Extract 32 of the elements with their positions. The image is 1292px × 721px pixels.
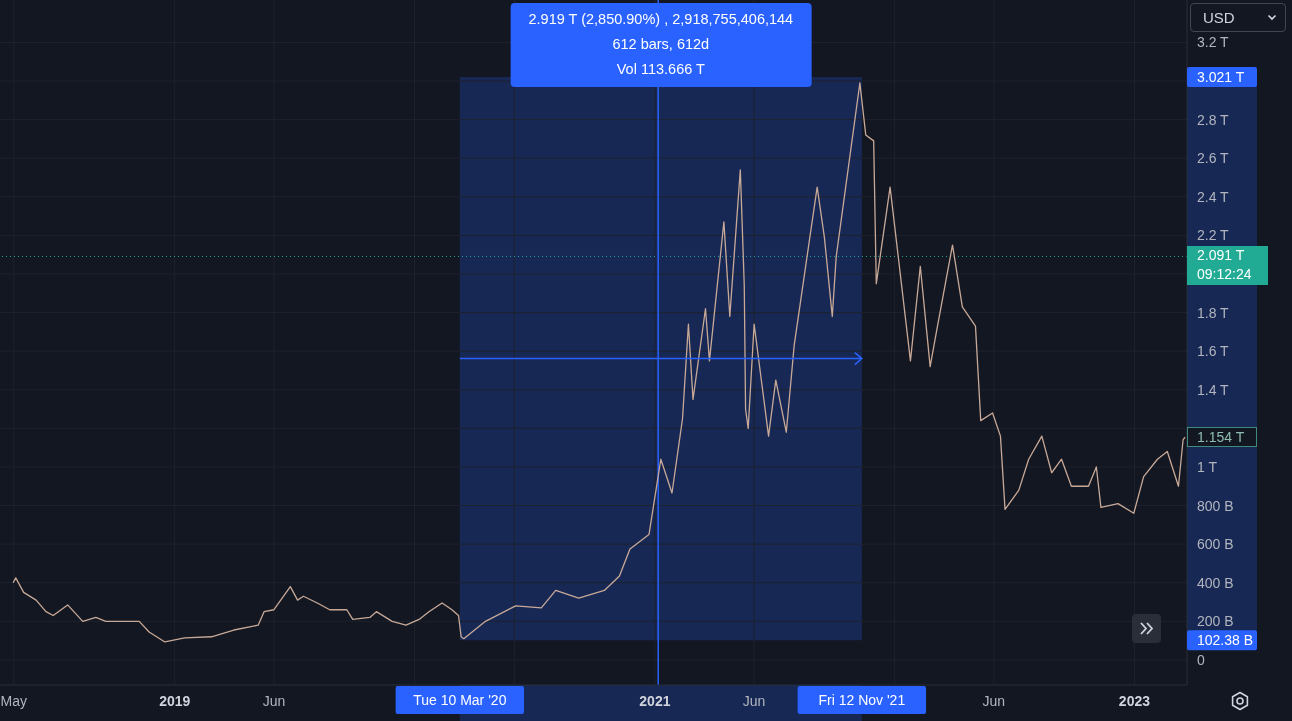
y-tick-label: 1.6 T — [1197, 343, 1230, 360]
x-tick-label: 2019 — [159, 693, 191, 709]
y-tick-label: 2.6 T — [1197, 150, 1230, 167]
y-tick-label: 1 T — [1197, 458, 1218, 475]
line-series — [12, 82, 1186, 643]
annotation: Vol 113.666 T — [615, 60, 706, 79]
x-tick-label: Jun — [982, 693, 1006, 709]
y-tick-label: 2.4 T — [1197, 188, 1230, 205]
x-tick-label: Fri 12 Nov '21 — [818, 692, 906, 708]
y-tick-label: 2.2 T — [1197, 227, 1230, 244]
x-tick-label: Jun — [262, 693, 286, 709]
y-tick-label: 400 B — [1197, 574, 1234, 591]
x-tick-label: Tue 10 Mar '20 — [413, 692, 507, 708]
y-tick-label: 3.2 T — [1197, 34, 1230, 51]
x-tick-label: 2021 — [639, 693, 671, 709]
annotation: 612 bars, 612d — [611, 35, 711, 54]
x-tick-label: 2023 — [1118, 693, 1151, 709]
y-tick-label: 0 — [1197, 651, 1205, 668]
y-tick-label: 2.8 T — [1197, 111, 1230, 128]
y-tick-label: 200 B — [1197, 613, 1234, 630]
x-tick-label: Jun — [742, 693, 766, 709]
data-label: 1.154 T — [1187, 427, 1257, 448]
y-tick-label: 800 B — [1197, 497, 1234, 514]
y-tick-label: 102.38 B — [1197, 632, 1254, 649]
y-tick-label: 3.021 T — [1197, 68, 1245, 85]
annotation: 2.919 T (2,850.90%) , 2,918,755,406,144 — [528, 10, 794, 29]
y-tick-label: 600 B — [1197, 536, 1234, 553]
y-tick-label: 1.8 T — [1197, 304, 1230, 321]
x-tick-label: May — [0, 693, 28, 709]
y-tick-label: 1.4 T — [1197, 381, 1230, 398]
y-axis-title: USD — [1203, 9, 1235, 26]
ref-line-label: 2.091 T 09:12:24 — [1187, 246, 1268, 286]
